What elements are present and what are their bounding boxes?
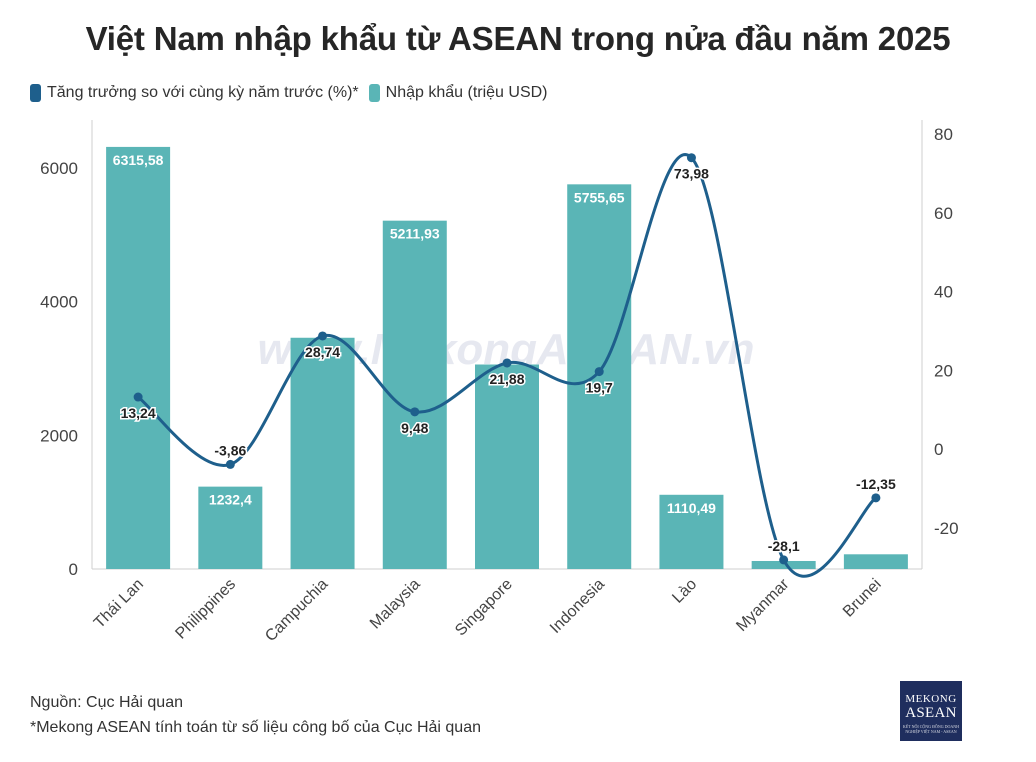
- growth-value-label: 73,98: [674, 166, 709, 182]
- bar: [567, 184, 632, 569]
- growth-value-label: 21,88: [489, 371, 524, 387]
- y-right-tick-label: -20: [934, 519, 959, 538]
- growth-series-line: [137, 153, 877, 578]
- y-right-tick-label: 80: [934, 125, 953, 144]
- logo-line2: ASEAN: [905, 705, 957, 721]
- bar: [290, 337, 355, 569]
- growth-point: [502, 358, 512, 368]
- logo-line1: MEKONG: [905, 693, 957, 705]
- x-tick-label: Philippines: [172, 576, 239, 643]
- bar: [475, 364, 539, 569]
- growth-value-label: -3,86: [214, 442, 246, 458]
- bar: [751, 560, 816, 569]
- source-note: Nguồn: Cục Hải quan: [30, 694, 183, 711]
- x-tick-label: Thái Lan: [91, 576, 147, 632]
- chart-title: Việt Nam nhập khẩu từ ASEAN trong nửa đầ…: [85, 20, 951, 57]
- legend-item-import[interactable]: Nhập khẩu (triệu USD): [368, 84, 548, 102]
- bar-value-label: 5755,65: [574, 189, 625, 205]
- growth-point: [225, 459, 235, 469]
- growth-value-label: 13,24: [121, 405, 156, 421]
- growth-point: [133, 392, 143, 402]
- y-right-tick-label: 20: [934, 361, 953, 380]
- growth-point: [871, 493, 881, 503]
- legend-swatch-import: [368, 84, 380, 102]
- bar: [106, 146, 171, 569]
- growth-point: [410, 407, 420, 417]
- legend-item-growth[interactable]: Tăng trưởng so với cùng kỳ năm trước (%)…: [30, 84, 359, 102]
- bar: [843, 554, 908, 569]
- bar-value-label: 5211,93: [390, 226, 440, 242]
- chart-svg: www.MekongASEAN.vn0200040006000-20020406…: [40, 120, 959, 645]
- growth-value-label: -28,1: [768, 538, 800, 554]
- growth-point: [594, 367, 604, 377]
- growth-value-label: 19,7: [586, 380, 613, 396]
- mekong-asean-logo: MEKONG ASEAN KẾT NỐI CỘNG ĐỒNG DOANH NGH…: [900, 681, 962, 741]
- growth-value-label: 28,74: [305, 344, 340, 360]
- bar-value-label: 1110,49: [667, 500, 716, 516]
- x-tick-label: Indonesia: [547, 576, 608, 637]
- growth-value-label: 9,48: [401, 420, 428, 436]
- logo-line3: KẾT NỐI CỘNG ĐỒNG DOANH NGHIỆP VIỆT NAM …: [902, 724, 960, 734]
- x-tick-label: Myanmar: [733, 575, 793, 635]
- bar-value-label: 6315,58: [113, 152, 164, 168]
- legend-label-growth: Tăng trưởng so với cùng kỳ năm trước (%)…: [47, 84, 359, 101]
- y-left-tick-label: 2000: [40, 426, 78, 445]
- x-tick-label: Campuchia: [262, 576, 331, 645]
- growth-point: [686, 153, 696, 163]
- y-left-tick-label: 6000: [40, 159, 78, 178]
- legend-swatch-growth: [30, 84, 41, 102]
- legend-label-import: Nhập khẩu (triệu USD): [385, 84, 548, 101]
- x-tick-label: Brunei: [840, 576, 885, 621]
- y-right-tick-label: 60: [934, 204, 953, 223]
- calc-note: *Mekong ASEAN tính toán từ số liệu công …: [30, 719, 481, 736]
- growth-value-label: -12,35: [856, 476, 896, 492]
- bar: [659, 494, 724, 569]
- growth-point: [779, 555, 789, 565]
- legend: Tăng trưởng so với cùng kỳ năm trước (%)…: [30, 84, 548, 102]
- y-right-tick-label: 0: [934, 440, 943, 459]
- bar: [382, 220, 447, 569]
- bar: [198, 486, 263, 569]
- bar-value-label: 1232,4: [209, 492, 252, 508]
- y-right-tick-label: 40: [934, 283, 953, 302]
- growth-point: [318, 331, 328, 341]
- y-left-tick-label: 4000: [40, 293, 78, 312]
- x-tick-label: Lào: [669, 576, 700, 607]
- x-tick-label: Malaysia: [367, 576, 424, 633]
- x-tick-label: Singapore: [452, 576, 516, 640]
- footer: Nguồn: Cục Hải quan *Mekong ASEAN tính t…: [30, 690, 481, 740]
- y-left-tick-label: 0: [69, 560, 78, 579]
